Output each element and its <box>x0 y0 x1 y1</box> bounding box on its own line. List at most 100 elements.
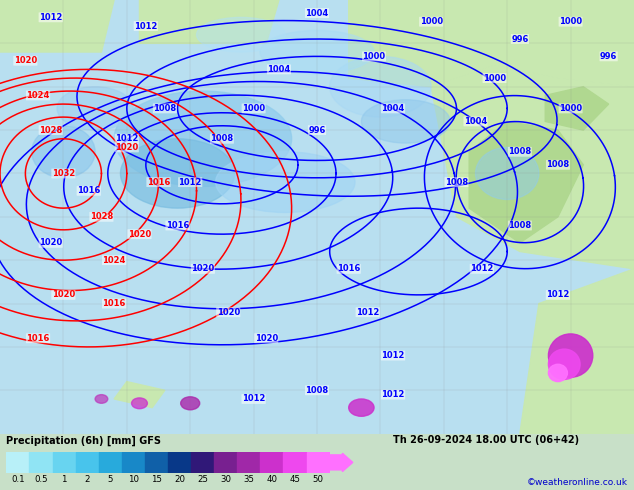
Text: 996: 996 <box>600 52 618 61</box>
Text: 1016: 1016 <box>147 178 170 187</box>
Polygon shape <box>431 65 634 269</box>
Bar <box>283 452 307 473</box>
Text: 1020: 1020 <box>255 334 278 343</box>
Text: 1012: 1012 <box>39 13 62 22</box>
Text: 1008: 1008 <box>306 386 328 395</box>
Text: 1012: 1012 <box>382 351 404 360</box>
Text: 1020: 1020 <box>191 265 214 273</box>
Bar <box>307 452 330 473</box>
Bar <box>261 452 283 473</box>
Ellipse shape <box>330 56 431 117</box>
Text: 1000: 1000 <box>363 52 385 61</box>
Text: 1008: 1008 <box>508 221 531 230</box>
Text: 1004: 1004 <box>382 104 404 113</box>
Text: 1016: 1016 <box>27 334 49 343</box>
Bar <box>29 452 53 473</box>
Polygon shape <box>0 0 114 52</box>
Text: 1028: 1028 <box>90 212 113 221</box>
Text: 1020: 1020 <box>217 308 240 317</box>
Text: 1008: 1008 <box>153 104 176 113</box>
Text: 1012: 1012 <box>179 178 202 187</box>
FancyArrow shape <box>330 453 353 471</box>
Bar <box>75 452 99 473</box>
Bar <box>122 452 145 473</box>
Text: 1004: 1004 <box>306 8 328 18</box>
Text: 1032: 1032 <box>52 169 75 178</box>
Text: 1004: 1004 <box>268 65 290 74</box>
Ellipse shape <box>57 87 133 130</box>
Text: 5: 5 <box>108 474 113 484</box>
Bar <box>6 452 29 473</box>
Text: 40: 40 <box>266 474 278 484</box>
Text: 35: 35 <box>243 474 254 484</box>
Text: 0.5: 0.5 <box>34 474 48 484</box>
Text: 2: 2 <box>84 474 90 484</box>
Text: 1008: 1008 <box>210 134 233 143</box>
Text: 1024: 1024 <box>103 256 126 265</box>
Text: 1024: 1024 <box>27 91 49 100</box>
Ellipse shape <box>181 397 200 410</box>
Bar <box>214 452 237 473</box>
Ellipse shape <box>197 17 285 52</box>
Ellipse shape <box>361 100 450 143</box>
Text: 1020: 1020 <box>115 143 138 152</box>
Text: 996: 996 <box>308 125 326 135</box>
Bar <box>168 452 191 473</box>
Text: 1008: 1008 <box>445 178 468 187</box>
Text: 1008: 1008 <box>508 147 531 156</box>
Text: 45: 45 <box>290 474 301 484</box>
Ellipse shape <box>476 147 539 199</box>
Polygon shape <box>114 382 165 408</box>
Text: 1020: 1020 <box>128 230 151 239</box>
Ellipse shape <box>260 30 374 74</box>
Polygon shape <box>349 0 634 87</box>
Text: 1020: 1020 <box>14 56 37 65</box>
Bar <box>145 452 168 473</box>
Text: 50: 50 <box>313 474 323 484</box>
Bar <box>99 452 122 473</box>
Text: 1016: 1016 <box>337 265 360 273</box>
Ellipse shape <box>114 91 292 187</box>
Text: 20: 20 <box>174 474 185 484</box>
Text: 996: 996 <box>511 34 529 44</box>
Text: 1000: 1000 <box>559 104 582 113</box>
Text: Th 26-09-2024 18.00 UTC (06+42): Th 26-09-2024 18.00 UTC (06+42) <box>393 435 579 445</box>
Polygon shape <box>545 87 609 130</box>
Text: 1020: 1020 <box>39 238 62 247</box>
Text: Precipitation (6h) [mm] GFS: Precipitation (6h) [mm] GFS <box>6 435 161 445</box>
Text: 15: 15 <box>151 474 162 484</box>
Text: 1016: 1016 <box>103 299 126 308</box>
Text: 1008: 1008 <box>547 160 569 169</box>
Text: 1028: 1028 <box>39 125 62 135</box>
Polygon shape <box>139 0 279 44</box>
Text: 1000: 1000 <box>242 104 265 113</box>
Text: 1012: 1012 <box>547 291 569 299</box>
Ellipse shape <box>131 398 147 409</box>
Text: 1012: 1012 <box>115 134 138 143</box>
Text: 10: 10 <box>128 474 139 484</box>
Ellipse shape <box>120 139 235 208</box>
Ellipse shape <box>216 152 355 213</box>
Polygon shape <box>520 269 634 434</box>
Bar <box>53 452 75 473</box>
Text: 1000: 1000 <box>483 74 506 82</box>
Text: 25: 25 <box>197 474 208 484</box>
Text: 1016: 1016 <box>166 221 189 230</box>
Bar <box>237 452 261 473</box>
Text: 0.1: 0.1 <box>11 474 25 484</box>
Ellipse shape <box>32 126 95 178</box>
Text: 1012: 1012 <box>242 394 265 403</box>
Ellipse shape <box>548 364 567 382</box>
Text: 1016: 1016 <box>77 186 100 196</box>
Text: 1012: 1012 <box>356 308 379 317</box>
Ellipse shape <box>548 349 580 379</box>
Text: 1000: 1000 <box>559 17 582 26</box>
Text: ©weatheronline.co.uk: ©weatheronline.co.uk <box>527 478 628 487</box>
Text: 30: 30 <box>220 474 231 484</box>
Ellipse shape <box>548 334 593 377</box>
Bar <box>191 452 214 473</box>
Polygon shape <box>469 122 583 243</box>
Ellipse shape <box>349 399 374 416</box>
Ellipse shape <box>95 394 108 403</box>
Text: 1004: 1004 <box>464 117 487 126</box>
